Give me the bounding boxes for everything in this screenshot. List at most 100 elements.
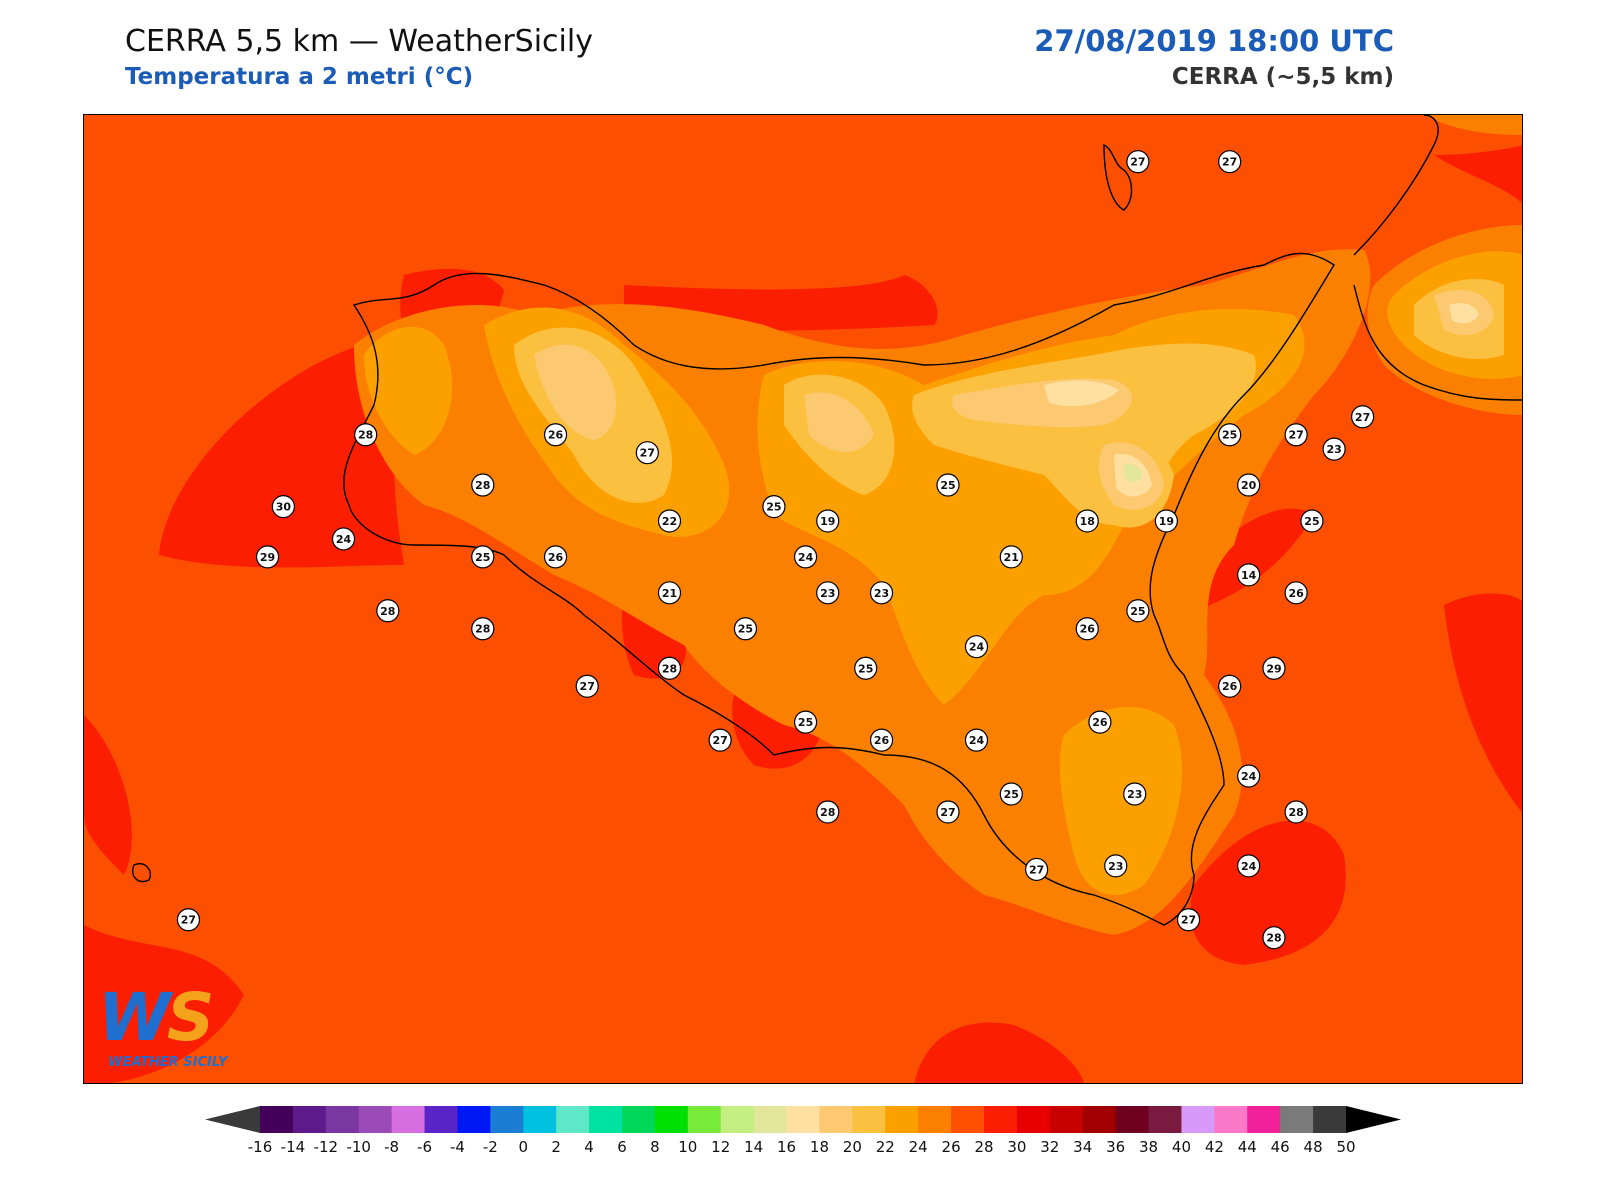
station-circle bbox=[176, 908, 201, 932]
colorbar-segment bbox=[292, 1106, 327, 1133]
station-circle bbox=[331, 527, 356, 551]
station-circle bbox=[657, 509, 682, 533]
station-value: 24 bbox=[798, 551, 814, 564]
colorbar-segment bbox=[589, 1106, 623, 1133]
colorbar-tick-label: 48 bbox=[1303, 1138, 1323, 1156]
station-marker: 26 bbox=[1218, 674, 1242, 698]
station-marker: 30 bbox=[271, 494, 295, 519]
station-circle bbox=[869, 581, 894, 605]
colorbar-segment bbox=[951, 1106, 985, 1133]
station-circle bbox=[964, 635, 989, 659]
colorbar-tick-label: 4 bbox=[584, 1138, 594, 1156]
station-marker: 27 bbox=[575, 674, 599, 698]
station-marker: 28 bbox=[354, 423, 378, 447]
station-marker: 21 bbox=[999, 545, 1023, 569]
station-value: 23 bbox=[1127, 788, 1142, 801]
station-marker: 19 bbox=[816, 509, 840, 533]
station-marker: 19 bbox=[1154, 509, 1178, 533]
station-value: 24 bbox=[336, 533, 352, 546]
colorbar-tick-label: -10 bbox=[346, 1138, 371, 1156]
station-circle bbox=[271, 494, 295, 519]
station-value: 23 bbox=[820, 587, 835, 600]
station-marker: 25 bbox=[733, 617, 758, 641]
station-value: 27 bbox=[640, 447, 655, 460]
station-circle bbox=[575, 674, 599, 698]
colorbar-tick-label: 14 bbox=[744, 1138, 764, 1156]
station-marker: 26 bbox=[1284, 581, 1308, 605]
colorbar-segment bbox=[556, 1106, 590, 1133]
colorbar-segment bbox=[885, 1106, 919, 1133]
station-value: 23 bbox=[874, 587, 889, 600]
station-marker: 24 bbox=[964, 728, 989, 752]
station-value: 26 bbox=[548, 551, 564, 564]
station-marker: 26 bbox=[1088, 710, 1112, 734]
station-marker: 27 bbox=[1218, 150, 1242, 174]
station-marker: 29 bbox=[255, 545, 280, 569]
station-marker: 28 bbox=[657, 656, 682, 680]
weathersicily-logo: WS WEATHER SICILY bbox=[98, 983, 258, 1073]
model-label: CERRA (~5,5 km) bbox=[1171, 64, 1394, 90]
station-marker: 27 bbox=[1350, 405, 1375, 429]
station-value: 28 bbox=[1288, 806, 1303, 819]
station-circle bbox=[1088, 710, 1112, 734]
colorbar-tick-label: -14 bbox=[280, 1138, 306, 1156]
station-value: 25 bbox=[858, 662, 873, 675]
station-value: 19 bbox=[1159, 515, 1174, 528]
colorbar-segment bbox=[325, 1106, 360, 1133]
logo-mark-s: S bbox=[166, 979, 215, 1056]
colorbar-segment bbox=[490, 1106, 524, 1133]
valid-datetime: 27/08/2019 18:00 UTC bbox=[1034, 24, 1394, 58]
station-circle bbox=[543, 545, 568, 569]
colorbar-segment bbox=[984, 1106, 1018, 1133]
station-marker: 23 bbox=[1104, 854, 1128, 878]
station-circle bbox=[816, 581, 840, 605]
station-value: 24 bbox=[969, 641, 985, 654]
station-circle bbox=[543, 423, 568, 447]
colorbar-tick-label: -8 bbox=[384, 1138, 400, 1156]
station-value: 27 bbox=[181, 914, 196, 927]
colorbar-tick-label: 36 bbox=[1106, 1138, 1126, 1156]
colorbar-tick-label: 50 bbox=[1336, 1138, 1356, 1156]
colorbar-tick-label: 10 bbox=[678, 1138, 698, 1156]
colorbar-tick-label: 30 bbox=[1007, 1138, 1027, 1156]
station-circle bbox=[1237, 473, 1261, 497]
station-value: 27 bbox=[712, 734, 727, 747]
station-marker: 27 bbox=[1025, 857, 1049, 882]
station-circle bbox=[1237, 764, 1261, 788]
station-marker: 27 bbox=[936, 800, 960, 824]
station-marker: 25 bbox=[1300, 509, 1324, 533]
colorbar-tick-label: 46 bbox=[1270, 1138, 1290, 1156]
colorbar-tick-label: 38 bbox=[1138, 1138, 1159, 1156]
station-marker: 24 bbox=[1237, 854, 1261, 878]
station-value: 27 bbox=[1181, 914, 1196, 927]
station-value: 24 bbox=[1241, 860, 1257, 873]
station-marker: 27 bbox=[176, 908, 201, 932]
station-value: 28 bbox=[1266, 932, 1281, 945]
colorbar-tick-label: -6 bbox=[417, 1138, 433, 1156]
station-circle bbox=[376, 599, 400, 623]
station-circle bbox=[816, 509, 840, 533]
station-value: 25 bbox=[798, 716, 813, 729]
colorbar-segment bbox=[1313, 1106, 1347, 1133]
colorbar-tick-label: 0 bbox=[518, 1138, 529, 1156]
station-value: 26 bbox=[1080, 623, 1096, 636]
station-marker: 24 bbox=[793, 545, 818, 569]
colorbar-segment bbox=[260, 1106, 294, 1133]
station-marker: 25 bbox=[762, 494, 786, 519]
station-circle bbox=[1126, 599, 1150, 623]
colorbar-overflow bbox=[1346, 1106, 1401, 1133]
station-value: 27 bbox=[1222, 156, 1237, 169]
station-value: 28 bbox=[475, 479, 490, 492]
colorbar-tick-label: 26 bbox=[941, 1138, 961, 1156]
station-value: 28 bbox=[358, 429, 373, 442]
station-marker: 20 bbox=[1237, 473, 1261, 497]
station-value: 21 bbox=[1004, 551, 1019, 564]
station-marker: 27 bbox=[635, 441, 659, 465]
station-circle bbox=[1322, 437, 1346, 461]
coastline bbox=[132, 115, 1522, 926]
station-circle bbox=[255, 545, 280, 569]
colorbar-segment bbox=[1115, 1106, 1150, 1133]
map-title: CERRA 5,5 km — WeatherSicily bbox=[125, 24, 593, 59]
station-marker: 27 bbox=[1176, 908, 1201, 932]
station-value: 25 bbox=[1222, 429, 1237, 442]
